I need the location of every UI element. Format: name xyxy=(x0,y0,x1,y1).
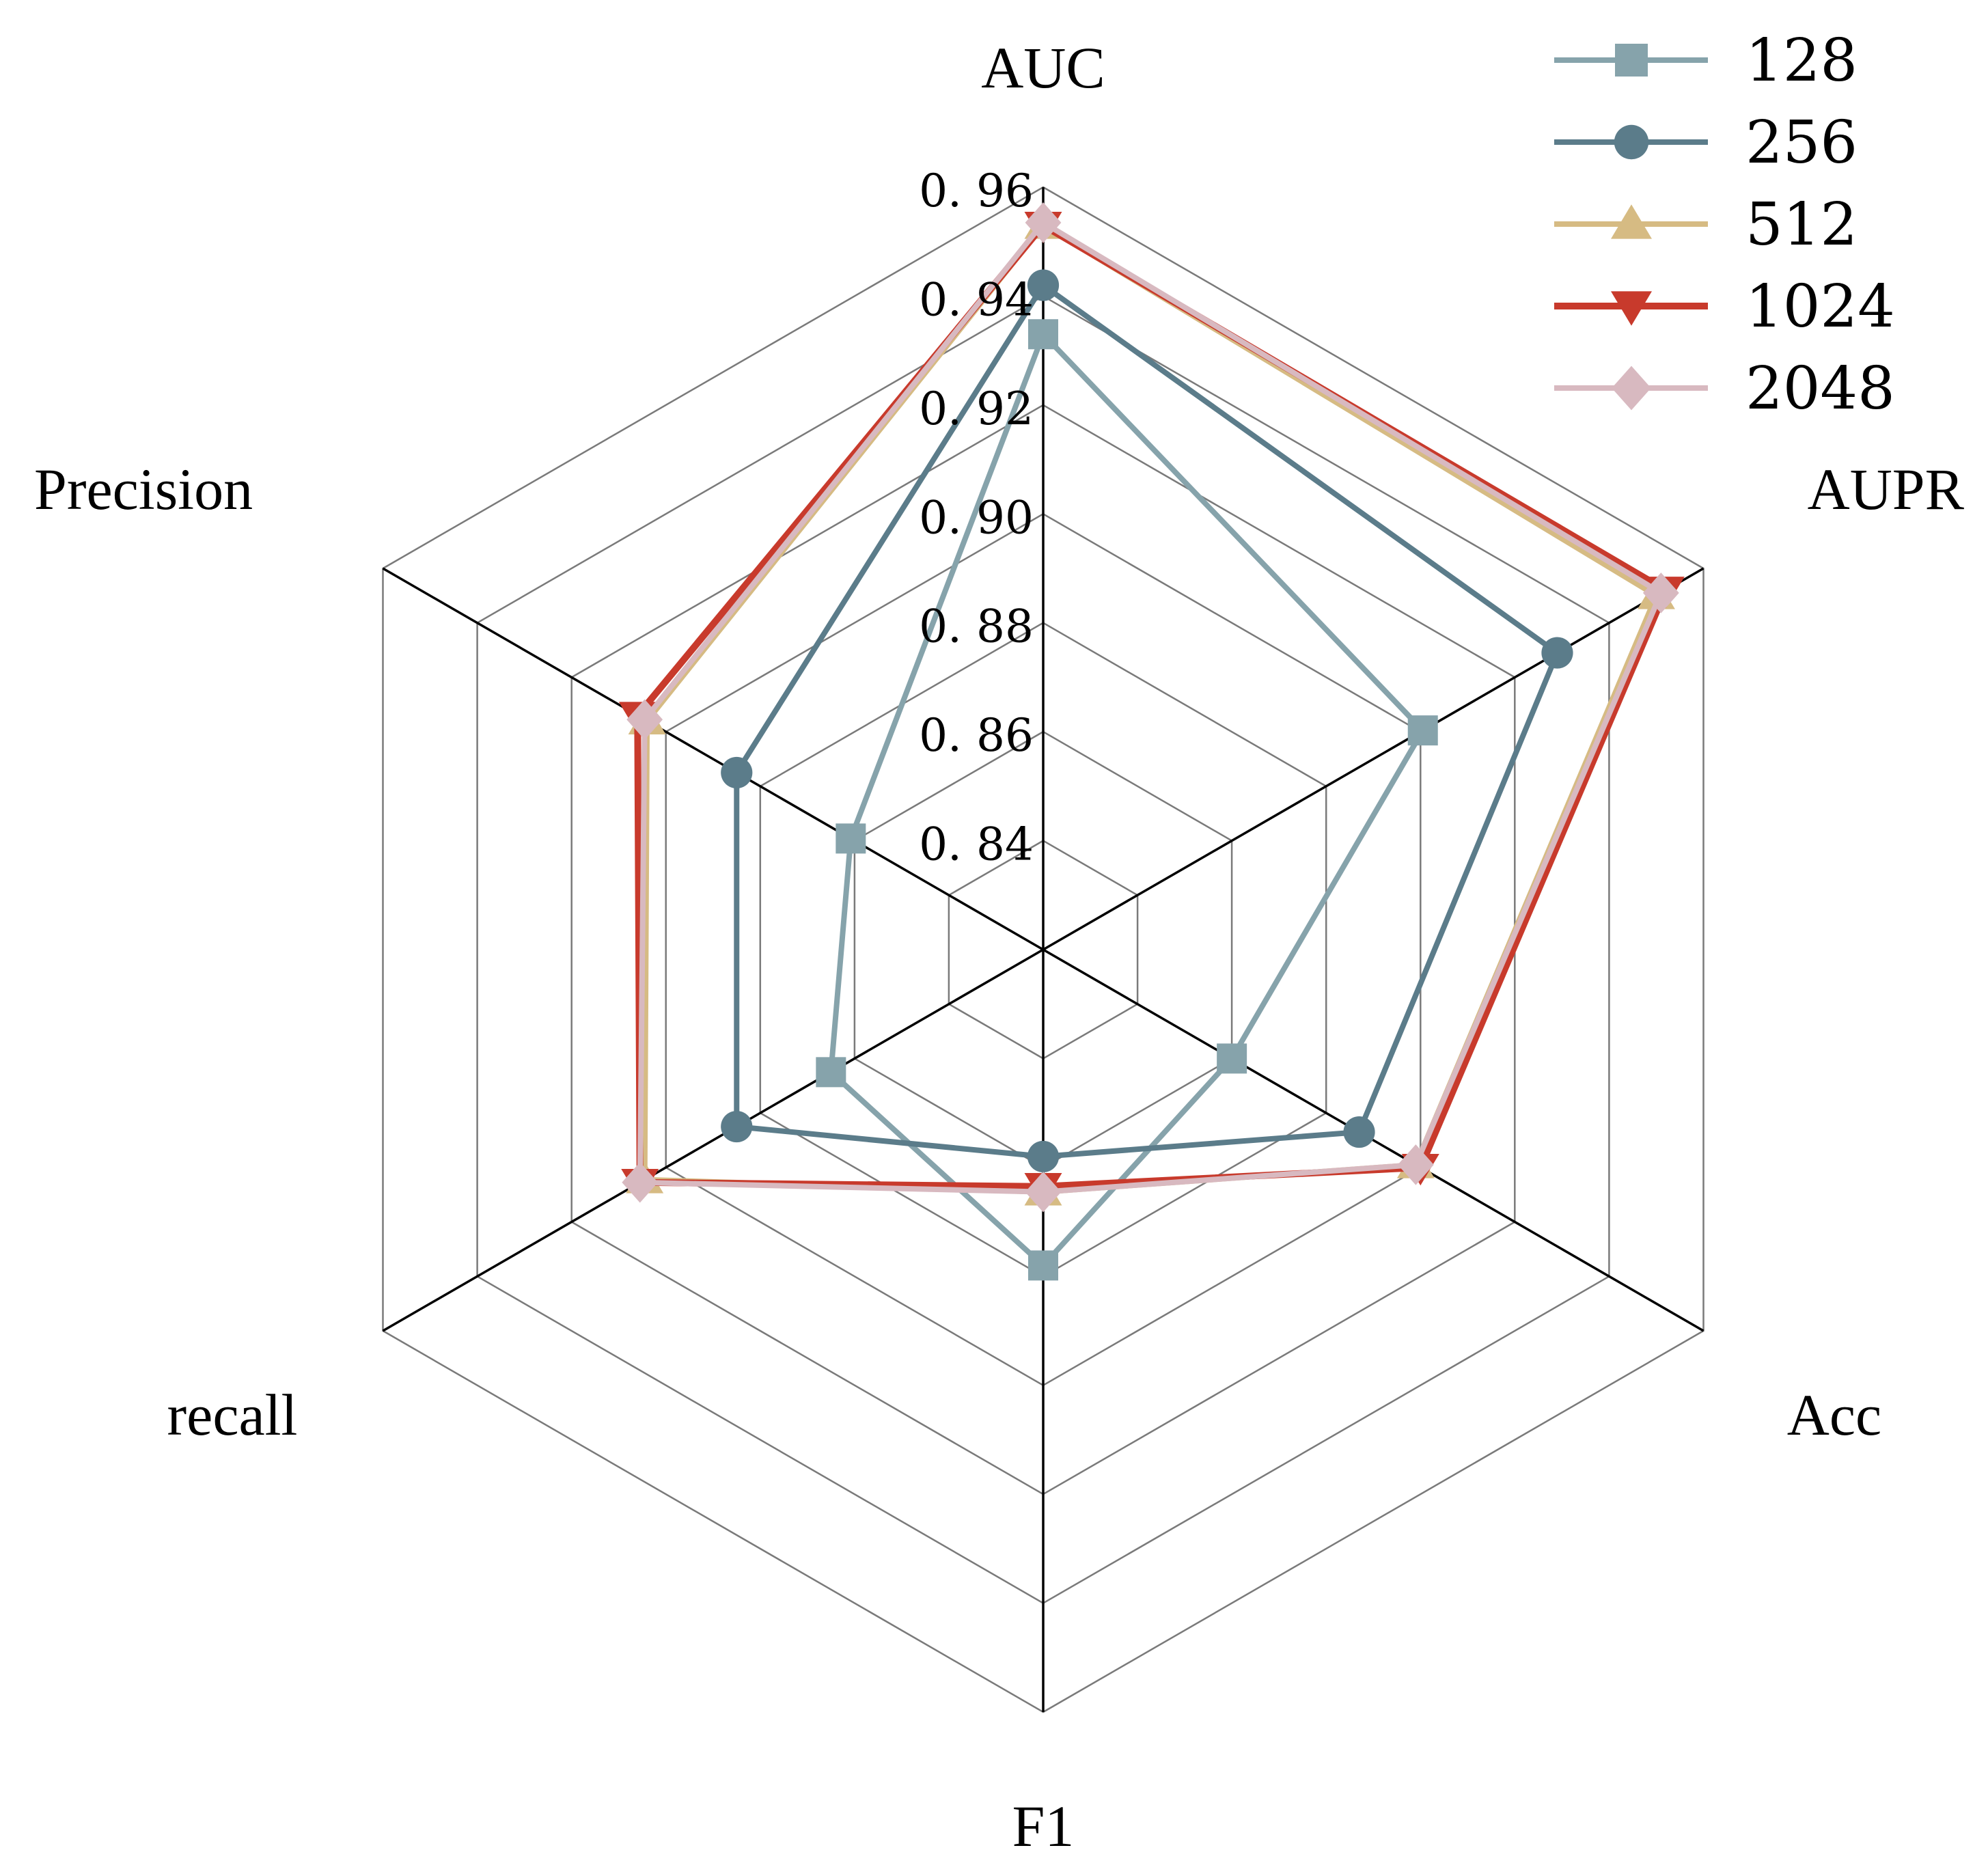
point-256-f1 xyxy=(1027,1140,1060,1173)
tick-label: 0. 94 xyxy=(919,273,1034,326)
series-line-2048 xyxy=(637,219,1664,1195)
series-group xyxy=(618,202,1685,1281)
spoke-acc xyxy=(1043,948,1704,1332)
axis-label-f1: F1 xyxy=(1012,1793,1075,1859)
tick-label: 0. 96 xyxy=(919,165,1034,217)
spoke-aupr xyxy=(1043,567,1704,951)
point-128-auc xyxy=(1028,319,1058,350)
point-256-auc xyxy=(1027,269,1060,301)
series-line-512 xyxy=(641,222,1659,1195)
legend: 128 256 512 1024 2048 xyxy=(1554,27,1895,423)
axis-label-acc: Acc xyxy=(1787,1382,1881,1448)
tick-label: 0. 92 xyxy=(919,383,1034,435)
legend-marker-2048 xyxy=(1612,365,1651,411)
axis-label-aupr: AUPR xyxy=(1808,456,1965,522)
legend-label: 2048 xyxy=(1745,355,1895,423)
axis-labels: AUC AUPR Acc F1 recall Precision xyxy=(34,35,1965,1859)
series-2048 xyxy=(622,202,1679,1213)
point-2048-precision xyxy=(626,699,663,740)
axis-label-recall: recall xyxy=(167,1382,298,1448)
point-128-aupr xyxy=(1407,715,1438,746)
series-256 xyxy=(721,269,1573,1173)
tick-label: 0. 88 xyxy=(919,601,1034,653)
legend-item-2048: 2048 xyxy=(1554,355,1895,423)
axis-label-precision: Precision xyxy=(34,456,253,522)
legend-marker-256 xyxy=(1614,124,1649,160)
point-2048-f1 xyxy=(1025,1172,1062,1213)
point-2048-auc xyxy=(1025,202,1062,243)
point-128-f1 xyxy=(1028,1250,1058,1281)
legend-label: 512 xyxy=(1745,191,1858,259)
point-256-aupr xyxy=(1541,637,1573,669)
legend-item-512: 512 xyxy=(1554,191,1858,259)
series-line-128 xyxy=(828,331,1426,1269)
tick-label: 0. 90 xyxy=(919,491,1034,544)
legend-item-256: 256 xyxy=(1554,109,1858,177)
point-128-precision xyxy=(836,823,866,854)
spoke-precision xyxy=(382,567,1044,951)
series-512 xyxy=(626,207,1675,1206)
radial-ticks: 0. 84 0. 86 0. 88 0. 90 0. 92 0. 94 0. 96 xyxy=(919,165,1034,871)
legend-marker-128 xyxy=(1615,44,1648,77)
point-256-acc xyxy=(1343,1116,1375,1148)
point-2048-acc xyxy=(1397,1144,1434,1185)
legend-item-1024: 1024 xyxy=(1554,273,1895,341)
legend-marker-1024 xyxy=(1611,291,1652,326)
point-2048-aupr xyxy=(1642,573,1679,613)
legend-label: 128 xyxy=(1745,27,1858,95)
radar-spokes xyxy=(382,187,1704,1712)
series-128 xyxy=(816,319,1438,1281)
axis-label-auc: AUC xyxy=(981,35,1105,100)
point-256-recall xyxy=(721,1110,753,1143)
legend-marker-512 xyxy=(1611,204,1652,239)
spoke-recall xyxy=(382,948,1044,1332)
point-128-recall xyxy=(816,1057,846,1088)
series-line-1024 xyxy=(634,221,1670,1190)
legend-label: 1024 xyxy=(1745,273,1895,341)
legend-item-128: 128 xyxy=(1554,27,1858,95)
tick-label: 0. 86 xyxy=(919,709,1034,762)
tick-label: 0. 84 xyxy=(919,818,1034,871)
point-128-acc xyxy=(1217,1043,1247,1074)
point-256-precision xyxy=(721,756,753,789)
legend-label: 256 xyxy=(1745,109,1858,177)
point-2048-recall xyxy=(622,1162,659,1203)
